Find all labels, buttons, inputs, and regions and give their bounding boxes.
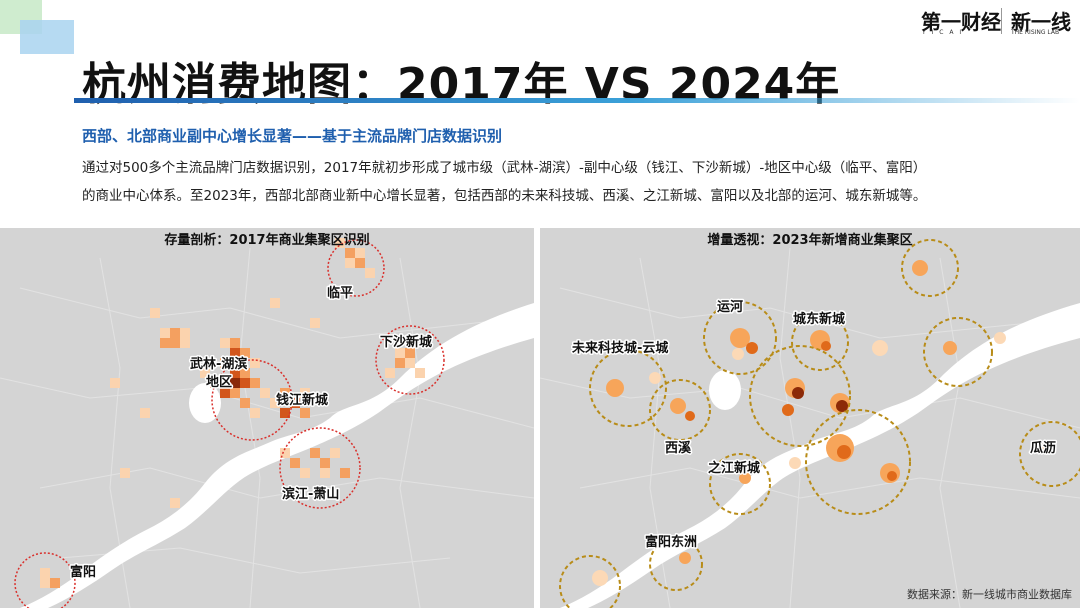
circle-guali (1019, 421, 1080, 487)
section-subtitle: 西部、北部商业副中心增长显著——基于主流品牌门店数据识别 (82, 127, 503, 145)
map-2024: 运河 城东新城 未来科技城-云城 西溪 之江新城 瓜沥 富阳东洲 (540, 228, 1080, 608)
circle-fuyang (14, 552, 76, 608)
label-linping: 临平 (327, 285, 353, 301)
circle-fuyang-dongzhou (649, 537, 703, 591)
intro-paragraph-line-1: 通过对500多个主流品牌门店数据识别，2017年就初步形成了城市级（武林-湖滨）… (82, 160, 927, 176)
heat-2017 (40, 238, 425, 588)
map-2024-heading: 增量透视：2023年新增商业集聚区 (707, 233, 913, 248)
label-guali: 瓜沥 (1030, 441, 1056, 456)
circle-qianjiang (211, 359, 293, 441)
circle-yunhe (703, 301, 777, 375)
label-fuyang: 富阳 (70, 564, 96, 580)
circle-fuyang-2024 (559, 555, 621, 608)
logo-separator (1001, 8, 1002, 34)
circle-zhijiang (709, 453, 771, 515)
yicai-logo: 第一财经 (921, 10, 1001, 34)
title-underline (74, 98, 1080, 103)
circle-center (749, 345, 851, 447)
circle-xixi (649, 379, 711, 441)
circle-binjiang (279, 427, 361, 509)
label-binjiang: 滨江-萧山 (282, 486, 339, 502)
map-2017-heading: 存量剖析：2017年商业集聚区识别 (164, 233, 370, 248)
map-2017-canvas: 临平 下沙新城 武林-湖滨 地区 钱江新城 滨江-萧山 富阳 (0, 228, 534, 608)
label-qianjiang: 钱江新城 (276, 392, 328, 408)
heat-2024 (592, 260, 1045, 586)
corner-decoration-overlay (20, 20, 74, 54)
circle-linping (327, 239, 385, 297)
label-yunhe: 运河 (717, 299, 743, 315)
rising-lab-logo-sub: THE RISING LAB (1011, 29, 1060, 36)
label-zhijiang: 之江新城 (708, 460, 760, 476)
data-source: 数据来源：新一线城市商业数据库 (907, 588, 1072, 601)
label-xixi: 西溪 (665, 440, 692, 456)
circle-xiasha (375, 325, 445, 395)
map-2024-canvas: 运河 城东新城 未来科技城-云城 西溪 之江新城 瓜沥 富阳东洲 (540, 228, 1080, 608)
circle-xiasha-2024 (923, 317, 993, 387)
label-wulin-2: 地区 (206, 374, 232, 390)
intro-paragraph-line-2: 的商业中心体系。至2023年，西部北部商业新中心增长显著，包括西部的未来科技城、… (82, 188, 927, 204)
rising-lab-logo: 新一线 (1011, 10, 1071, 34)
circle-chengdong (791, 313, 849, 371)
label-fuyang-dongzhou: 富阳东洲 (645, 534, 697, 550)
map-2017: 临平 下沙新城 武林-湖滨 地区 钱江新城 滨江-萧山 富阳 (0, 228, 534, 608)
yicai-logo-sub: Y I C A I (922, 29, 964, 36)
label-xiasha: 下沙新城 (380, 334, 432, 350)
label-chengdong: 城东新城 (793, 311, 845, 327)
circle-weilai (589, 349, 667, 427)
label-weilai: 未来科技城-云城 (571, 340, 668, 356)
label-wulin-1: 武林-湖滨 (190, 356, 247, 372)
circle-binjiang-2024 (805, 409, 911, 515)
circle-linping-2024 (901, 239, 959, 297)
